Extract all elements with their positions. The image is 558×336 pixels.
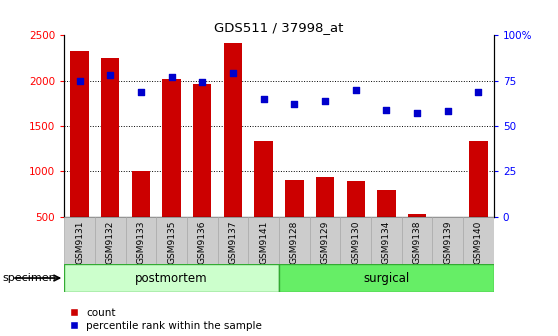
Point: [443, 109, 452, 114]
Point: [474, 89, 483, 94]
Text: GSM9136: GSM9136: [198, 220, 207, 264]
Bar: [101, 57, 119, 217]
Point: [351, 87, 360, 92]
Text: GSM9132: GSM9132: [105, 220, 115, 264]
Text: postmortem: postmortem: [135, 271, 208, 285]
Text: specimen: specimen: [2, 273, 56, 283]
Bar: [70, 51, 89, 217]
Bar: [218, 217, 248, 264]
Point: [320, 98, 329, 103]
Bar: [254, 141, 273, 217]
Point: [75, 78, 84, 83]
Text: GSM9137: GSM9137: [228, 220, 238, 264]
Bar: [402, 217, 432, 264]
Point: [198, 80, 206, 85]
Bar: [64, 264, 279, 292]
Bar: [279, 264, 494, 292]
Bar: [248, 217, 279, 264]
Bar: [162, 79, 181, 217]
Point: [412, 111, 421, 116]
Point: [105, 73, 115, 78]
Point: [290, 101, 299, 107]
Text: GSM9130: GSM9130: [351, 220, 360, 264]
Bar: [469, 141, 488, 217]
Bar: [408, 214, 426, 217]
Bar: [95, 217, 126, 264]
Bar: [377, 191, 396, 217]
Text: GSM9135: GSM9135: [167, 220, 176, 264]
Text: surgical: surgical: [363, 271, 410, 285]
Point: [259, 96, 268, 101]
Text: GSM9141: GSM9141: [259, 220, 268, 264]
Point: [136, 89, 145, 94]
Point: [382, 107, 391, 112]
Point: [228, 71, 237, 76]
Text: GSM9131: GSM9131: [75, 220, 84, 264]
Bar: [340, 217, 371, 264]
Text: GSM9134: GSM9134: [382, 220, 391, 264]
Bar: [132, 171, 150, 217]
Bar: [193, 84, 211, 217]
Bar: [432, 217, 463, 264]
Bar: [64, 217, 95, 264]
Text: GSM9133: GSM9133: [136, 220, 146, 264]
Bar: [156, 217, 187, 264]
Text: GSM9140: GSM9140: [474, 220, 483, 264]
Bar: [371, 217, 402, 264]
Bar: [310, 217, 340, 264]
Bar: [224, 43, 242, 217]
Text: GSM9128: GSM9128: [290, 220, 299, 264]
Text: GSM9129: GSM9129: [320, 220, 330, 264]
Bar: [285, 179, 304, 217]
Point: [167, 74, 176, 80]
Title: GDS511 / 37998_at: GDS511 / 37998_at: [214, 21, 344, 34]
Bar: [187, 217, 218, 264]
Text: GSM9138: GSM9138: [412, 220, 422, 264]
Bar: [463, 217, 494, 264]
Bar: [279, 217, 310, 264]
Bar: [347, 181, 365, 217]
Legend: count, percentile rank within the sample: count, percentile rank within the sample: [69, 308, 262, 331]
Text: GSM9139: GSM9139: [443, 220, 453, 264]
Bar: [316, 177, 334, 217]
Bar: [126, 217, 156, 264]
